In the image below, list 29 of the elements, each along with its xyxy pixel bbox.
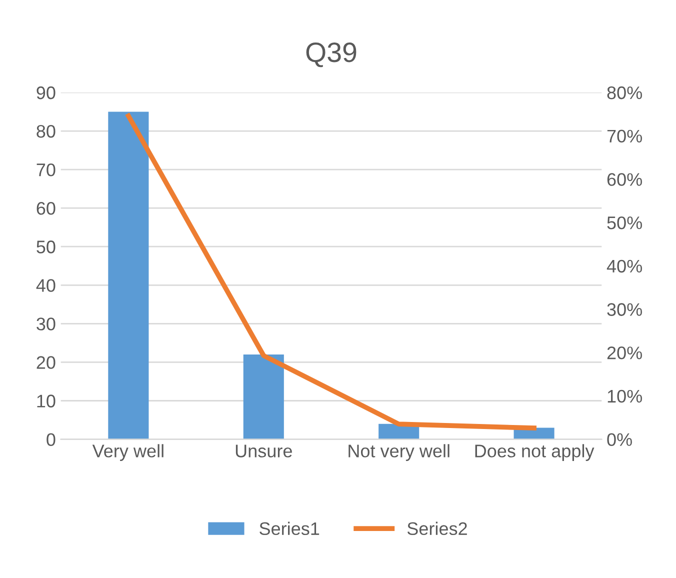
x-tick-label: Very well xyxy=(92,444,164,461)
y2-tick-label: 50% xyxy=(607,216,642,230)
y-tick-label: 90 xyxy=(36,86,56,100)
y2-tick-label: 40% xyxy=(606,260,642,273)
x-tick-label: Not very well xyxy=(348,444,450,461)
y-tick-label: 0 xyxy=(46,433,56,446)
y-tick-label: 20 xyxy=(36,356,56,369)
y2-tick-label: 10% xyxy=(608,390,642,403)
legend-label: Series1 xyxy=(260,522,320,536)
y-tick-label: 30 xyxy=(36,318,56,330)
y2-tick-label: 30% xyxy=(607,303,642,316)
y-tick-label: 70 xyxy=(36,163,56,176)
y2-tick-label: 60% xyxy=(607,173,642,186)
y2-tick-label: 20% xyxy=(607,346,642,360)
legend-label: Series2 xyxy=(407,522,467,536)
y-tick-label: 60 xyxy=(36,202,56,215)
x-tick-label: Does not apply xyxy=(475,444,594,461)
y2-tick-label: 70% xyxy=(607,130,642,143)
y2-tick-label: 0% xyxy=(607,433,632,446)
y-tick-label: 80 xyxy=(36,124,56,138)
y-tick-label: 40 xyxy=(36,279,56,292)
line-series xyxy=(126,113,536,430)
bar xyxy=(243,354,284,440)
chart-title: Q39 xyxy=(306,42,356,68)
y-tick-label: 50 xyxy=(36,240,56,254)
y-tick-label: 10 xyxy=(37,394,56,408)
y2-tick-label: 80% xyxy=(607,86,642,100)
x-tick-label: Unsure xyxy=(236,444,292,458)
bar xyxy=(108,112,149,440)
